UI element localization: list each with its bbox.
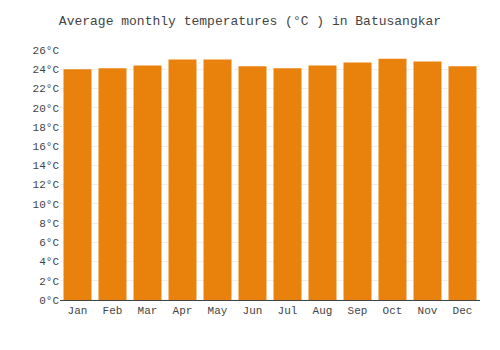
svg-text:8°C: 8°C (39, 218, 59, 230)
svg-text:16°C: 16°C (33, 141, 60, 153)
svg-text:24°C: 24°C (33, 64, 60, 76)
svg-text:14°C: 14°C (33, 160, 60, 172)
svg-text:0°C: 0°C (39, 295, 59, 307)
svg-text:12°C: 12°C (33, 179, 60, 191)
svg-text:Aug: Aug (313, 305, 333, 317)
svg-text:20°C: 20°C (33, 103, 60, 115)
svg-text:Dec: Dec (453, 305, 473, 317)
svg-text:Apr: Apr (173, 305, 193, 317)
svg-text:18°C: 18°C (33, 122, 60, 134)
svg-text:22°C: 22°C (33, 83, 60, 95)
svg-text:Sep: Sep (348, 305, 368, 317)
svg-text:26°C: 26°C (33, 45, 60, 57)
svg-text:Oct: Oct (383, 305, 403, 317)
svg-text:6°C: 6°C (39, 237, 59, 249)
svg-text:Feb: Feb (103, 305, 123, 317)
svg-text:10°C: 10°C (33, 199, 60, 211)
svg-text:Jun: Jun (243, 305, 263, 317)
svg-text:Jan: Jan (68, 305, 88, 317)
svg-text:Average monthly temperatures (: Average monthly temperatures (°C ) in Ba… (59, 14, 441, 29)
svg-text:4°C: 4°C (39, 256, 59, 268)
svg-text:Jul: Jul (278, 305, 298, 317)
svg-text:Mar: Mar (138, 305, 158, 317)
svg-text:May: May (208, 305, 228, 317)
svg-text:Nov: Nov (418, 305, 438, 317)
svg-text:2°C: 2°C (39, 276, 59, 288)
